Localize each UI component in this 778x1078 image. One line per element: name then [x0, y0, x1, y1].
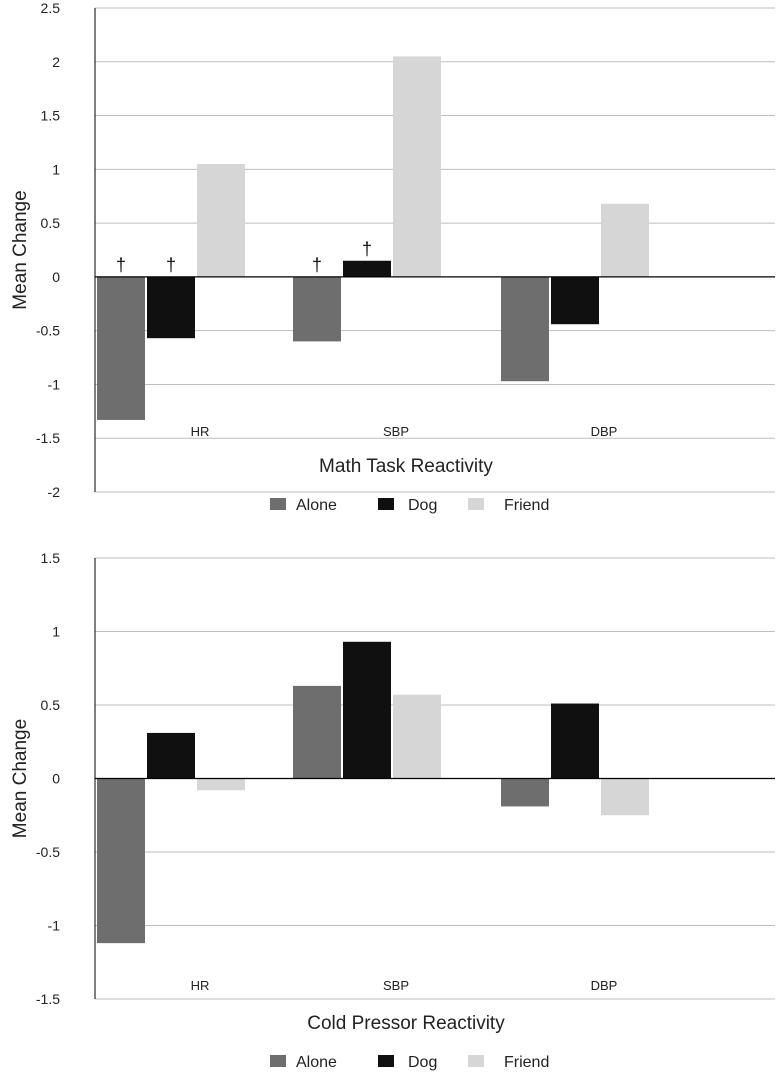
bar-dbp-dog — [551, 276, 599, 325]
bar-dbp-friend — [601, 778, 649, 816]
bar-hr-friend — [197, 163, 245, 277]
y-tick-label: 0.5 — [41, 215, 61, 231]
bar-sbp-alone — [293, 276, 341, 342]
chart-title: Math Task Reactivity — [319, 456, 493, 477]
bar-hr-dog — [147, 276, 195, 339]
legend-swatch-dog — [378, 498, 394, 510]
bar-sbp-friend — [393, 56, 441, 277]
legend-label-alone: Alone — [296, 497, 337, 514]
legend-swatch-alone — [270, 1055, 286, 1067]
legend-swatch-friend — [468, 1055, 484, 1067]
y-tick-label: 0 — [52, 269, 60, 285]
bar-sbp-alone — [293, 685, 341, 779]
bar-hr-alone — [97, 778, 145, 944]
math-task-chart: -2 -1.5 -1 -0.5 0 0.5 1 1.5 2 2.5 HR SBP DBP † † † † Mean… — [10, 0, 775, 514]
y-tick-label: -0.5 — [36, 844, 60, 860]
legend-swatch-friend — [468, 498, 484, 510]
bar-hr-alone — [97, 276, 145, 420]
bar-dbp-friend — [601, 203, 649, 277]
bar-dbp-alone — [501, 276, 549, 382]
bar-sbp-friend — [393, 694, 441, 779]
category-label-hr: HR — [191, 978, 210, 993]
legend-label-dog: Dog — [408, 1054, 437, 1071]
y-tick-label: -0.5 — [36, 323, 60, 339]
cold-pressor-chart: -1.5 -1 -0.5 0 0.5 1 1.5 HR SBP DBP Mean Change Col… — [10, 550, 775, 1071]
bar-sbp-dog — [343, 641, 391, 779]
category-label-sbp: SBP — [383, 424, 409, 439]
y-tick-label: -2 — [48, 484, 61, 500]
y-tick-label: 1.5 — [41, 550, 61, 566]
y-tick-label: 0.5 — [41, 697, 61, 713]
chart-title: Cold Pressor Reactivity — [307, 1013, 505, 1034]
y-tick-label: -1 — [48, 376, 61, 392]
legend-label-alone: Alone — [296, 1054, 337, 1071]
legend-label-dog: Dog — [408, 497, 437, 514]
legend-swatch-alone — [270, 498, 286, 510]
legend-swatch-dog — [378, 1055, 394, 1067]
y-tick-label: 0 — [52, 771, 60, 787]
y-tick-label: 1 — [52, 161, 60, 177]
significance-mark: † — [312, 255, 322, 275]
y-tick-label: -1.5 — [36, 430, 60, 446]
y-axis-label: Mean Change — [10, 190, 31, 309]
y-tick-label: -1.5 — [36, 991, 60, 1007]
y-tick-label: 2.5 — [41, 0, 61, 16]
significance-mark: † — [362, 239, 372, 259]
significance-mark: † — [166, 255, 176, 275]
category-label-sbp: SBP — [383, 978, 409, 993]
bar-dbp-alone — [501, 778, 549, 807]
category-label-dbp: DBP — [591, 424, 618, 439]
bar-hr-dog — [147, 732, 195, 779]
bar-sbp-dog — [343, 260, 391, 277]
category-label-hr: HR — [191, 424, 210, 439]
significance-mark: † — [116, 255, 126, 275]
y-tick-label: -1 — [48, 918, 61, 934]
category-label-dbp: DBP — [591, 978, 618, 993]
legend-label-friend: Friend — [504, 497, 549, 514]
y-tick-label: 2 — [52, 54, 60, 70]
y-tick-label: 1 — [52, 624, 60, 640]
bar-hr-friend — [197, 778, 245, 791]
y-tick-label: 1.5 — [41, 108, 61, 124]
legend-label-friend: Friend — [504, 1054, 549, 1071]
y-axis-label: Mean Change — [10, 719, 31, 838]
bar-dbp-dog — [551, 703, 599, 779]
